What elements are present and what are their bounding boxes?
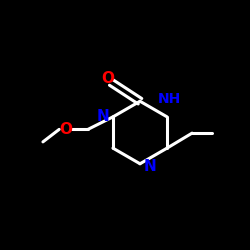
Text: O: O [101, 71, 114, 86]
Text: N: N [96, 110, 109, 124]
Text: O: O [59, 122, 72, 137]
Text: N: N [144, 159, 156, 174]
Text: NH: NH [158, 92, 181, 106]
